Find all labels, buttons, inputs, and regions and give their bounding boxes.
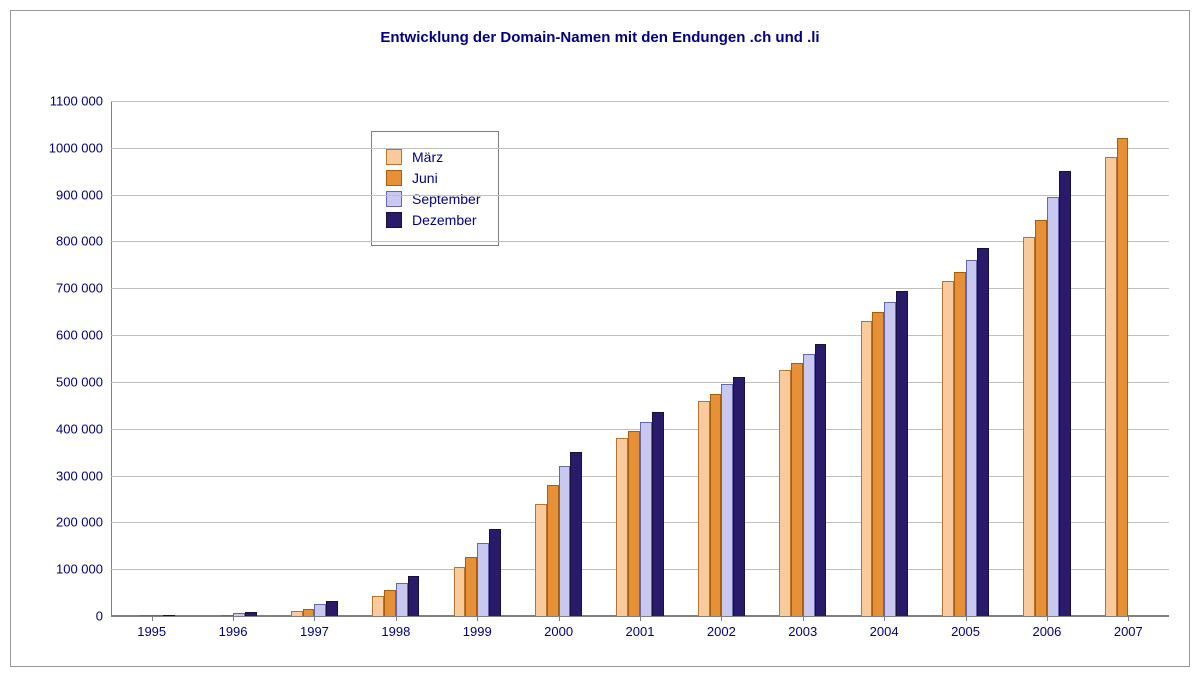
- bar: [698, 401, 710, 616]
- bar: [140, 615, 152, 616]
- bar: [710, 394, 722, 616]
- legend-swatch: [386, 170, 402, 186]
- bar: [966, 260, 978, 616]
- bar: [884, 302, 896, 616]
- bar: [303, 609, 315, 616]
- y-tick-label: 900 000: [56, 187, 103, 202]
- grid-line: [111, 288, 1169, 289]
- bar: [314, 604, 326, 616]
- y-tick-label: 800 000: [56, 234, 103, 249]
- plot-area: 1995199619971998199920002001200220032004…: [111, 101, 1169, 616]
- bar: [733, 377, 745, 616]
- bar: [721, 384, 733, 616]
- grid-line: [111, 335, 1169, 336]
- x-tick-label: 2003: [788, 624, 817, 639]
- bar: [815, 344, 827, 616]
- bar: [803, 354, 815, 616]
- bar: [291, 611, 303, 616]
- legend-item: Juni: [386, 170, 480, 186]
- grid-line: [111, 382, 1169, 383]
- y-tick-label: 200 000: [56, 515, 103, 530]
- x-tick-label: 2005: [951, 624, 980, 639]
- y-axis: [111, 101, 112, 616]
- bar: [1117, 138, 1129, 616]
- grid-line: [111, 195, 1169, 196]
- bar: [896, 291, 908, 616]
- bar: [640, 422, 652, 616]
- y-tick-label: 0: [96, 609, 103, 624]
- x-tick-label: 1997: [300, 624, 329, 639]
- bar: [163, 615, 175, 616]
- chart-title: Entwicklung der Domain-Namen mit den End…: [11, 11, 1189, 56]
- x-tick-label: 2002: [707, 624, 736, 639]
- bar: [1105, 157, 1117, 616]
- bar: [489, 529, 501, 616]
- bar: [547, 485, 559, 616]
- legend-label: September: [412, 191, 480, 207]
- bar: [209, 615, 221, 616]
- bar: [128, 615, 140, 616]
- y-tick-label: 600 000: [56, 328, 103, 343]
- bar: [326, 601, 338, 616]
- y-tick-label: 500 000: [56, 374, 103, 389]
- bar: [872, 312, 884, 616]
- x-tick-label: 2007: [1114, 624, 1143, 639]
- bar: [396, 583, 408, 616]
- bar: [535, 504, 547, 616]
- x-tick-label: 2000: [544, 624, 573, 639]
- x-tick-label: 2004: [870, 624, 899, 639]
- bar: [245, 612, 257, 616]
- legend-swatch: [386, 212, 402, 228]
- bar: [152, 615, 164, 616]
- bar: [791, 363, 803, 616]
- bar: [408, 576, 420, 616]
- bar: [1047, 197, 1059, 616]
- bar: [454, 567, 466, 616]
- bar: [779, 370, 791, 616]
- y-tick-label: 1100 000: [50, 94, 103, 109]
- grid-line: [111, 616, 1169, 617]
- bar: [233, 613, 245, 616]
- bar: [465, 557, 477, 616]
- bar: [570, 452, 582, 616]
- legend-swatch: [386, 191, 402, 207]
- legend-label: März: [412, 149, 443, 165]
- bar: [1059, 171, 1071, 616]
- legend-item: September: [386, 191, 480, 207]
- legend-swatch: [386, 149, 402, 165]
- bar: [559, 466, 571, 616]
- bar: [954, 272, 966, 616]
- bar: [221, 615, 233, 616]
- y-tick-label: 700 000: [56, 281, 103, 296]
- x-tick-label: 2001: [626, 624, 655, 639]
- bar: [1035, 220, 1047, 616]
- y-tick-label: 400 000: [56, 421, 103, 436]
- bar: [477, 543, 489, 616]
- bar: [1023, 237, 1035, 616]
- grid-line: [111, 148, 1169, 149]
- x-tick-label: 1995: [137, 624, 166, 639]
- legend-item: Dezember: [386, 212, 480, 228]
- legend-label: Juni: [412, 170, 438, 186]
- grid-line: [111, 101, 1169, 102]
- bar: [372, 596, 384, 616]
- x-tick-label: 1999: [463, 624, 492, 639]
- grid-line: [111, 241, 1169, 242]
- bar: [977, 248, 989, 616]
- bar: [942, 281, 954, 616]
- x-tick-label: 1996: [219, 624, 248, 639]
- x-tick-label: 2006: [1032, 624, 1061, 639]
- bar: [652, 412, 664, 616]
- bar: [628, 431, 640, 616]
- bar: [616, 438, 628, 616]
- chart-container: Entwicklung der Domain-Namen mit den End…: [10, 10, 1190, 667]
- y-tick-label: 100 000: [56, 562, 103, 577]
- legend-item: März: [386, 149, 480, 165]
- bar: [861, 321, 873, 616]
- y-tick-label: 1000 000: [49, 140, 103, 155]
- y-tick-label: 300 000: [56, 468, 103, 483]
- x-tick-label: 1998: [381, 624, 410, 639]
- legend-label: Dezember: [412, 212, 477, 228]
- bar: [384, 590, 396, 616]
